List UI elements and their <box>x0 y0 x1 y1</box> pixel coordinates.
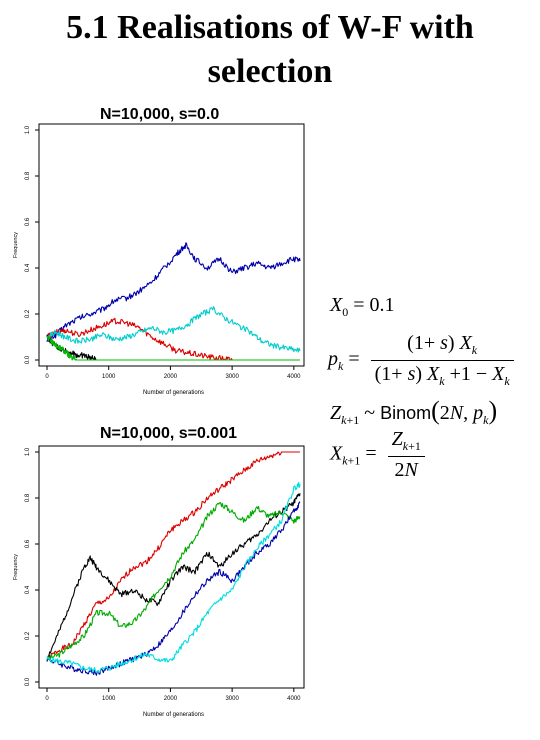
y-axis-label: Frequency <box>13 232 19 258</box>
formula-x0: X0 = 0.1 <box>330 294 395 319</box>
y-axis-label: Frequency <box>13 554 19 580</box>
series-line-5 <box>46 481 301 673</box>
x-tick-label: 1000 <box>102 696 116 702</box>
chart2-title: N=10,000, s=0.001 <box>100 425 238 442</box>
y-tick-label: 0.4 <box>25 585 31 594</box>
x-tick-label: 0 <box>45 374 49 380</box>
y-tick-label: 0.2 <box>25 631 31 640</box>
x-axis-label: Number of generations <box>143 390 204 396</box>
chart1-svg: 0.0 0.2 0.4 0.6 0.8 1.0 0 1000 2000 3000 4000 Numbe… <box>13 123 305 396</box>
y-tick-label: 1.0 <box>25 447 31 456</box>
series-line-3 <box>46 502 301 661</box>
formula-binom: Zk+1 ~ Binom(2N, pk) <box>330 396 498 427</box>
x-tick-label: 2000 <box>164 696 178 702</box>
x-tick-label: 3000 <box>225 374 239 380</box>
series-line-1 <box>46 242 301 343</box>
y-tick-label: 0.2 <box>25 309 31 318</box>
x-tick-label: 4000 <box>287 696 301 702</box>
chart2-svg: 0.0 0.2 0.4 0.6 0.8 1.0 0 1000 2000 3000 4000 Numbe… <box>13 445 305 718</box>
slide-title: 5.1 Realisations of W-F with selection <box>0 6 540 94</box>
y-tick-label: 0.8 <box>25 171 31 180</box>
x-tick-label: 0 <box>45 696 49 702</box>
y-tick-label: 0.6 <box>25 217 31 226</box>
x-tick-label: 2000 <box>164 374 178 380</box>
plot-frame <box>38 445 305 689</box>
x-tick-label: 1000 <box>102 374 116 380</box>
binom-label: Binom <box>380 403 432 423</box>
x-tick-label: 4000 <box>287 374 301 380</box>
slide-title-line1: 5.1 Realisations of W-F with <box>66 9 474 46</box>
plot-frame <box>38 123 305 367</box>
slide-title-line2: selection <box>207 53 333 90</box>
y-tick-label: 0.6 <box>25 539 31 548</box>
chart1-title: N=10,000, s=0.0 <box>100 106 220 123</box>
formula-xk1: Xk+1 = Zk+1 2N <box>330 428 425 482</box>
series-line-2 <box>46 317 233 361</box>
y-tick-label: 0.8 <box>25 493 31 502</box>
y-tick-label: 0.4 <box>25 263 31 272</box>
formula-pk: pk = (1+ s) Xk (1+ s) Xk +1 − Xk <box>328 332 514 389</box>
series-line-5 <box>46 335 78 361</box>
y-tick-label: 0.0 <box>25 355 31 364</box>
y-tick-label: 0.0 <box>25 677 31 686</box>
series-line-1 <box>46 451 301 660</box>
y-tick-label: 1.0 <box>25 125 31 134</box>
x-axis-label: Number of generations <box>143 712 204 718</box>
x-tick-label: 3000 <box>225 696 239 702</box>
series-line-3 <box>46 306 301 353</box>
series-line-4 <box>46 501 301 676</box>
